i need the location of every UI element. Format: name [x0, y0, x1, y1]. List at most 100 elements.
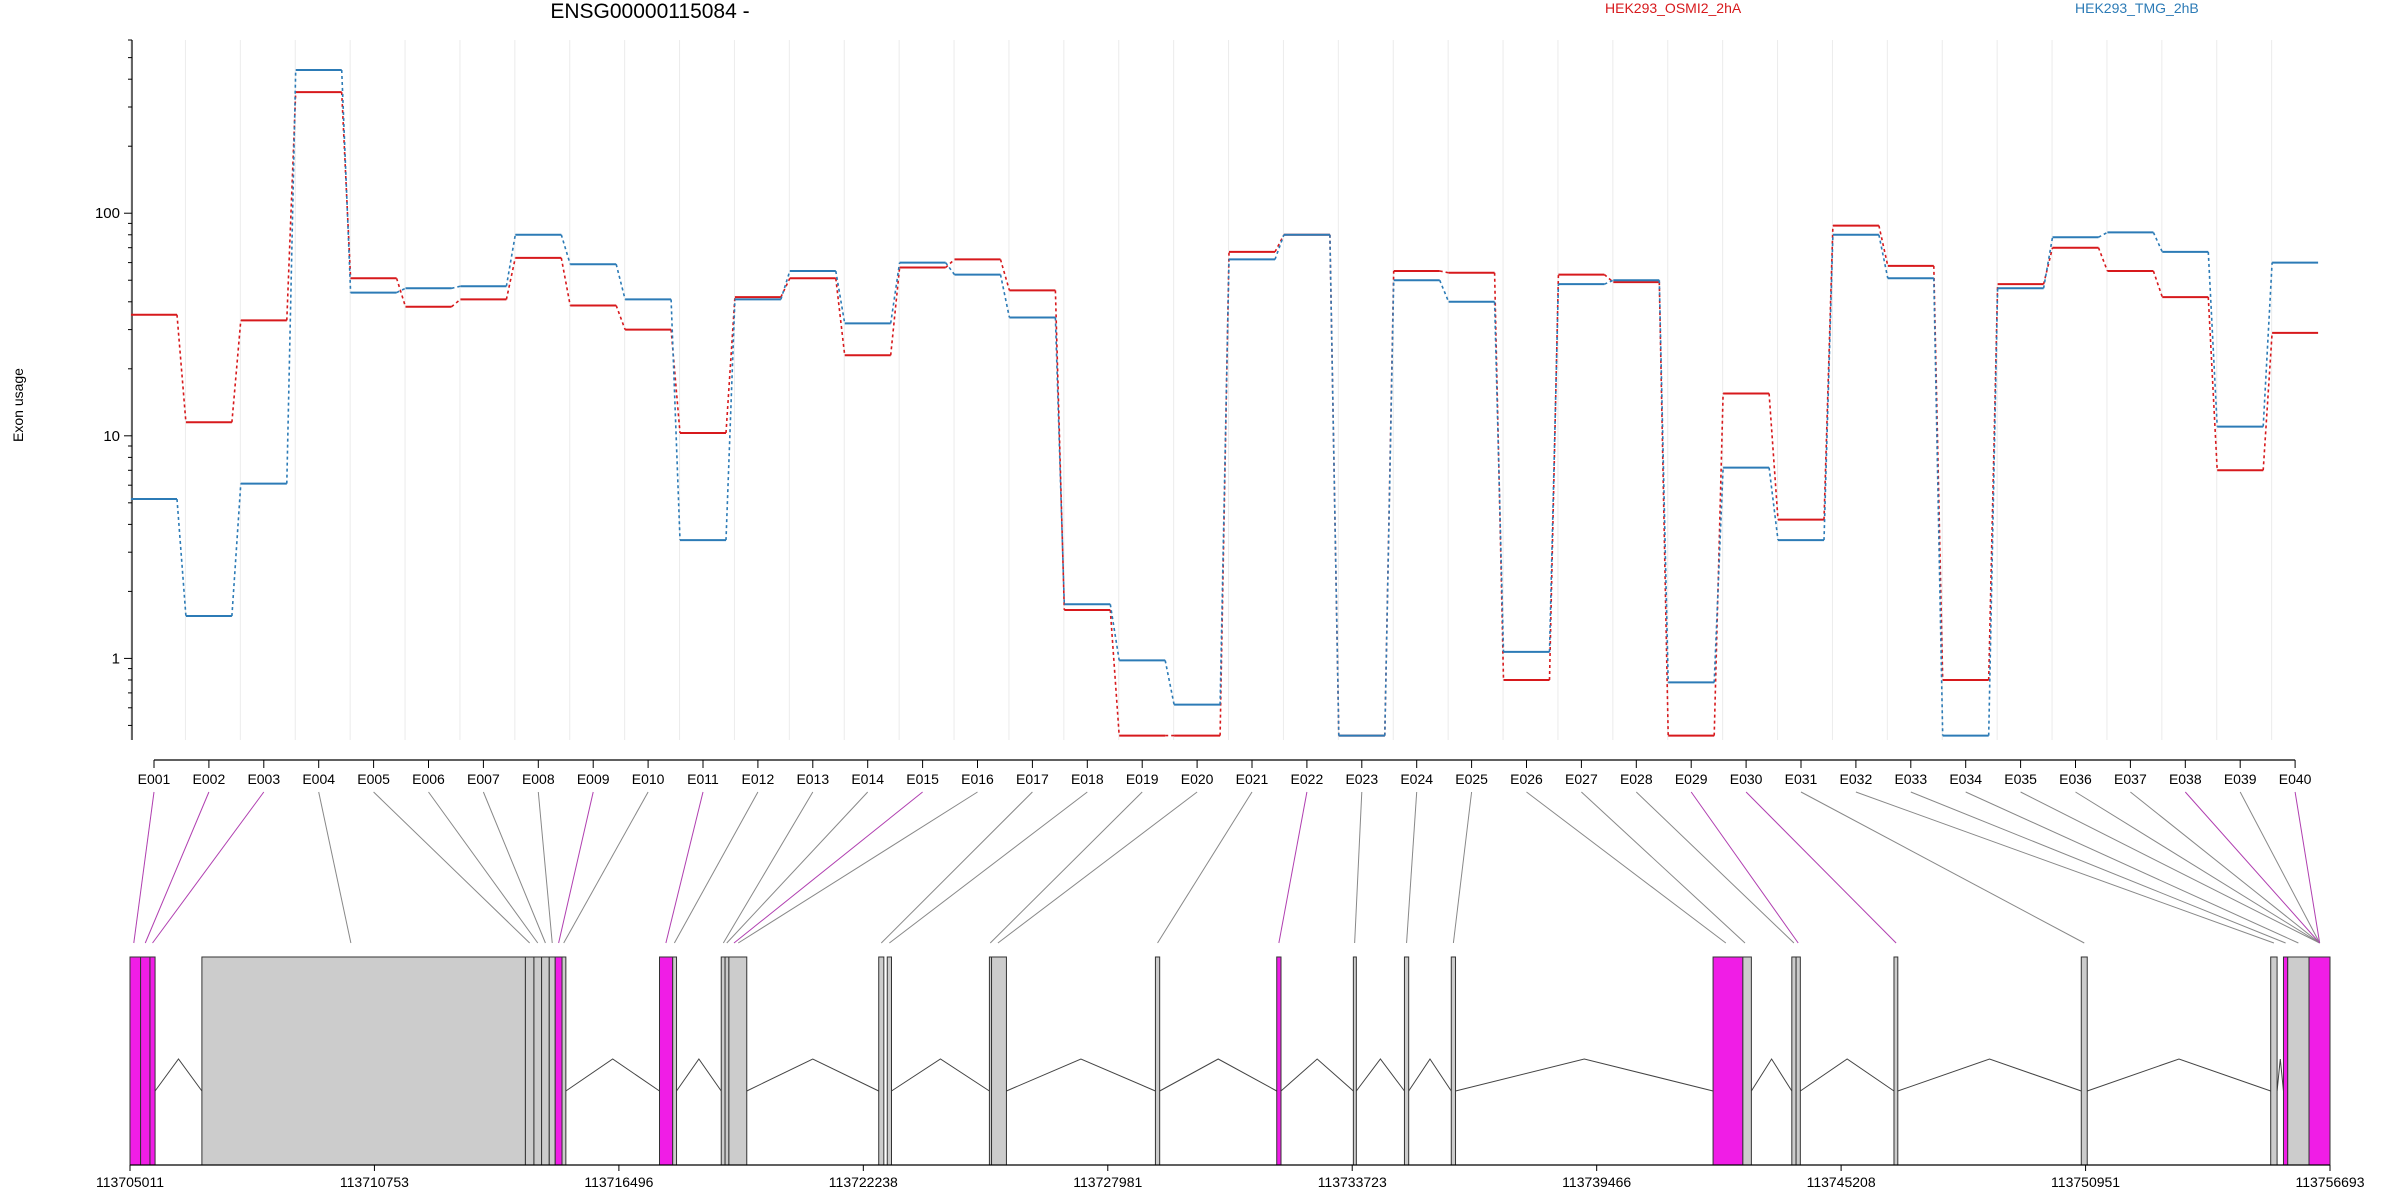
- genomic-tick-label: 113710753: [340, 1174, 409, 1190]
- chart-title: ENSG00000115084 -: [550, 0, 750, 23]
- exon-connector: [673, 791, 759, 944]
- x-tick-label: E020: [1181, 771, 1214, 787]
- x-tick-label: E029: [1675, 771, 1708, 787]
- legend-entry-series-b: HEK293_TMG_2hB: [2075, 0, 2199, 16]
- intron-line: [154, 1058, 203, 1092]
- exon-block-E008: [548, 956, 556, 1166]
- series-transition: [286, 69, 297, 484]
- series-transition: [1164, 660, 1175, 705]
- x-tick-label: E007: [467, 771, 500, 787]
- series-transition: [2042, 247, 2054, 285]
- series-transition: [1768, 467, 1779, 541]
- series-transition: [944, 262, 956, 276]
- exon-block-E016: [878, 956, 885, 1166]
- intron-line: [1408, 1058, 1452, 1092]
- x-tick-label: E019: [1126, 771, 1159, 787]
- exon-block-E023: [1403, 956, 1410, 1166]
- x-tick-label: E021: [1236, 771, 1269, 787]
- gene-model: [129, 956, 2331, 1166]
- exon-block-E030: [2080, 956, 2088, 1166]
- series-transition: [1329, 234, 1340, 736]
- genomic-tick-label: 113733723: [1318, 1174, 1387, 1190]
- series-transition: [286, 92, 297, 321]
- exon-block-E002: [140, 956, 151, 1166]
- exon-block-E034: [2308, 956, 2331, 1166]
- intron-line: [676, 1058, 722, 1092]
- exon-connector: [880, 791, 1033, 944]
- intron-line: [1750, 1058, 1793, 1092]
- exon-block-E026: [1742, 956, 1752, 1166]
- exon-connector: [537, 791, 553, 944]
- exon-connector: [1278, 791, 1308, 944]
- genomic-tick-label: 113716496: [584, 1174, 653, 1190]
- series-transition: [1384, 280, 1395, 736]
- series-transition: [1493, 301, 1505, 652]
- genomic-tick-label: 113705011: [96, 1174, 164, 1190]
- exon-connector: [1635, 791, 1795, 944]
- series-transition: [451, 285, 461, 290]
- series-transition: [999, 274, 1011, 318]
- series-transition: [560, 257, 571, 306]
- series-transition: [889, 262, 901, 324]
- genomic-tick-label: 113739466: [1562, 1174, 1631, 1190]
- exon-connector: [1690, 791, 1799, 944]
- exon-connector: [482, 791, 546, 944]
- legend-entry-series-a: HEK293_OSMI2_2hA: [1605, 0, 1742, 16]
- exon-connector: [889, 791, 1088, 944]
- x-tick-label: E040: [2279, 771, 2312, 787]
- series-transition: [1548, 274, 1560, 681]
- x-tick-label: E033: [1894, 771, 1927, 787]
- exon-connector: [558, 791, 594, 944]
- x-tick-label: E003: [247, 771, 280, 787]
- exon-connector: [2075, 791, 2320, 944]
- x-tick-label: E037: [2114, 771, 2147, 787]
- exon-block-E019: [991, 956, 1007, 1166]
- exon-block-E033: [2287, 956, 2310, 1166]
- x-tick-label: E028: [1620, 771, 1653, 787]
- x-tick-label: E001: [138, 771, 171, 787]
- exon-block-E004: [201, 956, 526, 1166]
- exon-connector: [1855, 791, 2275, 944]
- x-tick-label: E027: [1565, 771, 1598, 787]
- series-transition: [889, 267, 901, 356]
- intron-line: [1800, 1058, 1895, 1092]
- x-tick-label: E015: [906, 771, 939, 787]
- x-tick-label: E014: [851, 771, 884, 787]
- series-transition: [2207, 297, 2218, 471]
- exon-connector: [373, 791, 531, 944]
- exon-connector-lines: [133, 791, 2321, 944]
- exon-block-E032: [2282, 956, 2289, 1166]
- x-tick-label: E010: [632, 771, 665, 787]
- exon-connector: [2130, 791, 2320, 944]
- x-tick-label: E023: [1345, 771, 1378, 787]
- genomic-axis: 113705011 113710753 113716496 113722238 1137…: [96, 1164, 2365, 1190]
- intron-line: [2087, 1058, 2271, 1092]
- exon-block-E011: [659, 956, 674, 1166]
- exon-block-E009: [554, 956, 563, 1166]
- series-transition: [1823, 234, 1834, 541]
- x-tick-label: E012: [742, 771, 775, 787]
- intron-line: [2276, 1058, 2284, 1092]
- x-tick-label: E038: [2169, 771, 2202, 787]
- exon-block-E006: [533, 956, 543, 1166]
- exon-connector: [2294, 791, 2321, 944]
- exon-block-E013: [720, 956, 726, 1166]
- intron-line: [891, 1058, 990, 1092]
- exon-block-E003: [149, 956, 156, 1166]
- series-transition: [340, 92, 352, 279]
- intron-line: [1006, 1058, 1156, 1092]
- series-transition: [1878, 225, 1889, 267]
- exon-connector: [1406, 791, 1418, 944]
- series-transition: [2097, 247, 2109, 272]
- exon-connector: [1452, 791, 1473, 944]
- series-transition: [1054, 290, 1066, 611]
- x-tick-label: E036: [2059, 771, 2092, 787]
- exon-block-E021: [1276, 956, 1282, 1166]
- series-transition: [945, 258, 956, 269]
- x-tick-label: E034: [1949, 771, 1982, 787]
- exon-connector: [737, 791, 978, 944]
- series-transition: [505, 257, 517, 300]
- series-transition: [560, 234, 571, 265]
- series-transition: [999, 259, 1011, 291]
- exon-connector: [1965, 791, 2299, 944]
